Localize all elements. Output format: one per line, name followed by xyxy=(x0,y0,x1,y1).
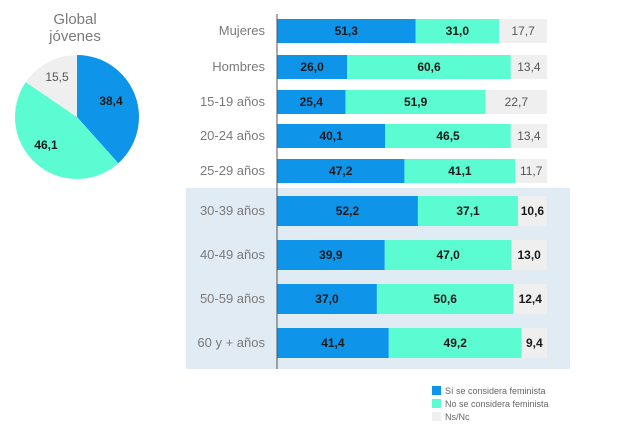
legend-swatch-si xyxy=(432,386,441,395)
category-label-mujeres: Mujeres xyxy=(219,23,266,38)
category-label-60-y-a-os: 60 y + años xyxy=(197,335,265,350)
bar-30-39-a-os-no xyxy=(417,196,519,226)
pie-label-no: 46,1 xyxy=(34,138,58,152)
value-label-25-29-a-os-si: 47,2 xyxy=(329,164,353,178)
value-label-60-y-a-os-si: 41,4 xyxy=(321,336,345,350)
category-label-20-24-a-os: 20-24 años xyxy=(200,128,266,143)
bar-15-19-a-os-no xyxy=(345,90,486,114)
pie-label-si: 38,4 xyxy=(99,94,123,108)
category-label-25-29-a-os: 25-29 años xyxy=(200,163,266,178)
bar-20-24-a-os-no xyxy=(385,124,511,148)
category-label-15-19-a-os: 15-19 años xyxy=(200,94,266,109)
legend: Sí se considera feminista No se considera… xyxy=(432,386,549,422)
bar-hombres-nsnc xyxy=(510,55,547,79)
value-label-60-y-a-os-nsnc: 9,4 xyxy=(526,336,543,350)
bar-60-y-a-os-nsnc xyxy=(521,328,547,358)
value-label-25-29-a-os-no: 41,1 xyxy=(448,164,472,178)
legend-swatch-no xyxy=(432,399,441,408)
value-label-20-24-a-os-nsnc: 13,4 xyxy=(517,129,541,143)
pie-title-line-2: jóvenes xyxy=(48,28,101,45)
value-label-15-19-a-os-si: 25,4 xyxy=(300,95,324,109)
legend-label-no: No se considera feminista xyxy=(445,399,549,409)
pie-title-line-1: Global xyxy=(53,11,96,28)
value-label-mujeres-si: 51,3 xyxy=(335,24,359,38)
value-label-40-49-a-os-si: 39,9 xyxy=(319,248,343,262)
bar-50-59-a-os-nsnc xyxy=(513,284,547,314)
value-label-60-y-a-os-no: 49,2 xyxy=(444,336,468,350)
bar-25-29-a-os-nsnc xyxy=(515,159,547,183)
bar-50-59-a-os-si xyxy=(277,284,377,314)
value-label-30-39-a-os-nsnc: 10,6 xyxy=(521,204,545,218)
legend-label-nsnc: Ns/Nc xyxy=(445,412,470,422)
value-label-30-39-a-os-no: 37,1 xyxy=(456,204,480,218)
bar-hombres-si xyxy=(277,55,348,79)
value-label-mujeres-no: 31,0 xyxy=(446,24,470,38)
value-label-15-19-a-os-no: 51,9 xyxy=(404,95,428,109)
bar-60-y-a-os-si xyxy=(277,328,389,358)
pie-slice-no xyxy=(15,82,119,179)
category-label-50-59-a-os: 50-59 años xyxy=(200,291,266,306)
value-label-20-24-a-os-si: 40,1 xyxy=(319,129,343,143)
bar-25-29-a-os-si xyxy=(277,159,405,183)
pie-chart: 38,4 46,1 15,5 xyxy=(15,55,139,179)
value-label-50-59-a-os-si: 37,0 xyxy=(315,292,339,306)
value-label-hombres-no: 60,6 xyxy=(417,60,441,74)
bar-hombres-no xyxy=(347,55,511,79)
bar-25-29-a-os-no xyxy=(404,159,516,183)
category-labels: Mujeres Hombres 15-19 años 20-24 años 25-29 … xyxy=(197,23,265,350)
bar-40-49-a-os-si xyxy=(277,240,385,270)
bar-40-49-a-os-nsnc xyxy=(511,240,547,270)
value-label-30-39-a-os-si: 52,2 xyxy=(336,204,360,218)
value-label-40-49-a-os-no: 47,0 xyxy=(437,248,461,262)
value-label-hombres-nsnc: 13,4 xyxy=(517,60,541,74)
bar-50-59-a-os-no xyxy=(376,284,514,314)
value-label-25-29-a-os-nsnc: 11,7 xyxy=(520,164,543,178)
value-label-50-59-a-os-nsnc: 12,4 xyxy=(519,292,543,306)
bar-40-49-a-os-no xyxy=(384,240,512,270)
bar-60-y-a-os-no xyxy=(388,328,522,358)
bar-20-24-a-os-si xyxy=(277,124,386,148)
value-label-hombres-si: 26,0 xyxy=(300,60,324,74)
pie-slice-si xyxy=(77,55,139,164)
stacked-bars: 51,3 31,0 17,7 26,0 60,6 13,4 25,4 51,9 22,7 40,1… xyxy=(277,19,547,358)
value-label-15-19-a-os-nsnc: 22,7 xyxy=(505,95,529,109)
bar-30-39-a-os-si xyxy=(277,196,418,226)
value-label-20-24-a-os-no: 46,5 xyxy=(436,129,460,143)
bar-mujeres-no xyxy=(415,19,500,43)
bar-15-19-a-os-nsnc xyxy=(485,90,547,114)
bar-15-19-a-os-si xyxy=(277,90,346,114)
pie-slice-nsnc xyxy=(25,55,77,117)
value-label-mujeres-nsnc: 17,7 xyxy=(511,24,535,38)
legend-swatch-nsnc xyxy=(432,412,441,421)
category-label-30-39-a-os: 30-39 años xyxy=(200,203,266,218)
bar-20-24-a-os-nsnc xyxy=(510,124,547,148)
category-label-hombres: Hombres xyxy=(212,59,265,74)
legend-label-si: Sí se considera feminista xyxy=(445,386,546,396)
bar-mujeres-si xyxy=(277,19,416,43)
value-label-50-59-a-os-no: 50,6 xyxy=(434,292,458,306)
bar-30-39-a-os-nsnc xyxy=(518,196,547,226)
category-label-40-49-a-os: 40-49 años xyxy=(200,247,266,262)
pie-label-nsnc: 15,5 xyxy=(45,70,69,84)
value-label-40-49-a-os-nsnc: 13,0 xyxy=(518,248,542,262)
bar-mujeres-nsnc xyxy=(499,19,547,43)
